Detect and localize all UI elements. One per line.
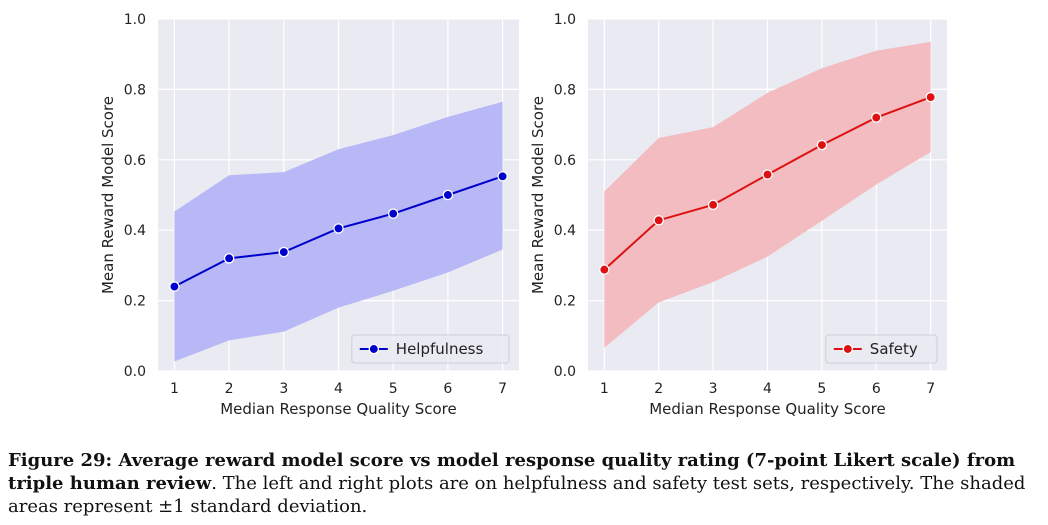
legend-box	[825, 334, 938, 364]
y-tick-label: 1.0	[554, 12, 576, 28]
data-point	[169, 281, 180, 292]
y-tick-label: 0.2	[124, 294, 146, 310]
x-tick-label: 4	[763, 381, 772, 397]
x-tick-label: 6	[872, 381, 881, 397]
std-band	[604, 41, 931, 348]
data-point	[599, 264, 610, 275]
x-tick-label: 1	[170, 381, 179, 397]
x-tick-label: 4	[334, 381, 343, 397]
legend: Helpfulness	[351, 334, 510, 364]
x-tick-label: 7	[926, 381, 935, 397]
data-point	[871, 112, 882, 123]
x-tick-label: 5	[389, 381, 398, 397]
data-point	[278, 246, 290, 258]
y-tick-label: 0.8	[124, 82, 146, 98]
y-tick-label: 1.0	[124, 12, 146, 28]
data-point	[762, 169, 773, 180]
data-point	[387, 208, 399, 219]
y-tick-label: 0.0	[124, 364, 146, 380]
legend-label: Helpfulness	[396, 340, 484, 358]
data-point	[442, 189, 454, 201]
y-axis-label: Mean Reward Model Score	[99, 96, 117, 294]
x-tick-label: 3	[709, 381, 718, 397]
x-tick-label: 5	[817, 381, 826, 397]
figure-caption: Figure 29: Average reward model score vs…	[8, 449, 1044, 518]
legend-marker	[368, 343, 380, 355]
data-point	[497, 171, 508, 182]
chart-panel-left: 0.0 0.2 0.4 0.6 0.8 1.0 1 2 3 4 5 6 7 Median Response…	[99, 12, 519, 418]
legend-marker	[842, 343, 854, 355]
y-tick-label: 0.2	[554, 294, 576, 310]
x-tick-label: 3	[279, 381, 288, 397]
caption-title: Figure 29: Average reward model score vs…	[8, 450, 1016, 494]
data-point	[223, 253, 235, 264]
y-tick-label: 0.0	[554, 364, 576, 380]
y-axis-label: Mean Reward Model Score	[529, 96, 547, 294]
x-tick-label: 7	[498, 381, 507, 397]
legend-box	[351, 334, 510, 364]
figure-charts: 0.0 0.2 0.4 0.6 0.8 1.0 1 2 3 4 5 6 7 Median Response…	[99, 12, 947, 418]
data-point	[333, 223, 344, 234]
caption-text: . The left and right plots are on helpfu…	[8, 473, 1026, 517]
y-tick-label: 0.4	[124, 223, 146, 239]
x-tick-label: 2	[654, 381, 663, 397]
x-axis-label: Median Response Quality Score	[220, 400, 457, 418]
x-tick-label: 1	[600, 381, 609, 397]
y-tick-label: 0.8	[554, 82, 576, 98]
data-point	[653, 215, 664, 226]
chart-panel-right: 0.0 0.2 0.4 0.6 0.8 1.0 1 2 3 4 5 6 7 Median Response…	[529, 12, 947, 418]
legend: Safety	[825, 334, 938, 364]
y-tick-label: 0.6	[554, 153, 576, 169]
y-tick-label: 0.4	[554, 223, 576, 239]
legend-label: Safety	[870, 340, 918, 358]
data-point	[816, 139, 828, 151]
x-axis-label: Median Response Quality Score	[649, 400, 886, 418]
data-point	[707, 199, 719, 211]
x-tick-label: 2	[225, 381, 234, 397]
y-tick-label: 0.6	[124, 153, 146, 169]
x-tick-label: 6	[443, 381, 452, 397]
data-point	[925, 91, 936, 103]
